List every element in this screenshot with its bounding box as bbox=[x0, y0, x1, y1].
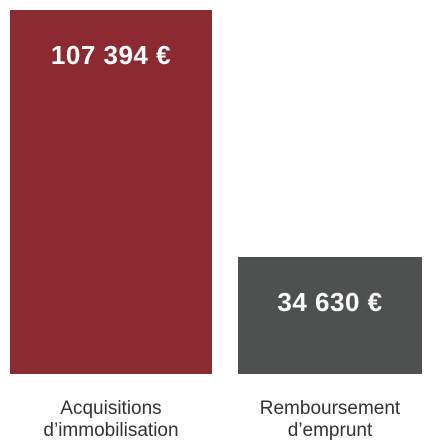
category-label: Acquisitions d’immobilisation bbox=[43, 398, 179, 441]
bar: 34 630 € bbox=[238, 256, 422, 374]
bar: 107 394 € bbox=[10, 10, 212, 374]
value-label: 34 630 € bbox=[277, 286, 383, 317]
category-label: Remboursement d’emprunt bbox=[259, 398, 401, 441]
value-label: 107 394 € bbox=[50, 40, 172, 70]
